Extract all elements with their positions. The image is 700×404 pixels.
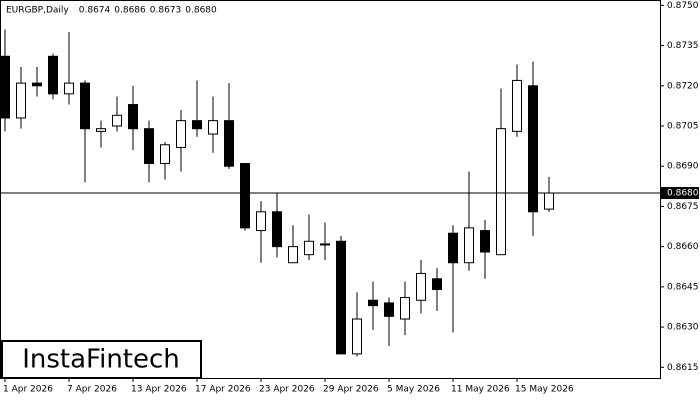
candle-body [368,299,378,307]
candle-body [144,128,154,165]
candle-body [272,211,282,248]
ohlc-value: 0.8686 [114,6,146,16]
candle-body [448,232,458,264]
candle-body [128,104,138,130]
candle-body [416,272,426,301]
candle-body [32,82,42,87]
x-tick-label: 5 May 2026 [387,385,440,395]
candle-body [240,163,250,229]
y-tick-label: 0.8615 [667,363,699,373]
candle-body [464,227,474,264]
candle-body [320,243,330,246]
candle-body [160,144,170,165]
candle-body [304,240,314,256]
y-tick-label: 0.8690 [667,162,699,172]
candle-body [192,120,202,130]
candle-body [224,120,234,167]
plot-frame [0,0,661,379]
candle-body [480,230,490,253]
current-price-tag [661,187,699,200]
candle-body [48,55,58,95]
candle-body [64,82,74,95]
candle-body [496,128,506,256]
ohlc-value: 0.8680 [185,6,217,16]
logo-box [1,340,202,379]
candle-body [528,85,538,213]
y-tick-label: 0.8750 [667,1,699,11]
y-tick-label: 0.8645 [667,282,699,292]
x-tick-label: 23 Apr 2026 [259,385,315,395]
y-tick-label: 0.8675 [667,202,699,212]
x-tick-label: 29 Apr 2026 [323,385,379,395]
ohlc-value: 0.8673 [150,6,182,16]
candle-body [112,114,122,127]
ohlc-value: 0.8674 [79,6,111,16]
candle-body [432,278,442,291]
x-tick-label: 11 May 2026 [451,385,510,395]
y-tick-label: 0.8705 [667,122,699,132]
y-tick-label: 0.8630 [667,323,699,333]
candle-body [384,302,394,317]
candle-body [336,240,346,355]
candle-body [352,318,362,355]
candle-body [0,55,10,119]
candle-body [80,82,90,130]
candle-body [256,211,266,232]
chart-title: EURGBP,Daily [6,6,69,16]
candle-body [96,128,106,132]
candle-body [512,79,522,132]
y-tick-label: 0.8720 [667,81,699,91]
y-tick-label: 0.8735 [667,41,699,51]
candle-body [208,120,218,135]
x-tick-label: 13 Apr 2026 [131,385,187,395]
candle-body [176,120,186,148]
candle-body [288,246,298,264]
candle-body [16,82,26,119]
x-tick-label: 15 May 2026 [515,385,574,395]
y-tick-label: 0.8660 [667,242,699,252]
current-price-label: 0.8680 [667,189,699,199]
x-tick-label: 17 Apr 2026 [195,385,251,395]
candle-body [400,297,410,320]
logo: InstaFintech [22,345,180,375]
x-tick-label: 7 Apr 2026 [67,385,117,395]
candle-body [544,192,554,210]
x-tick-label: 1 Apr 2026 [3,385,53,395]
